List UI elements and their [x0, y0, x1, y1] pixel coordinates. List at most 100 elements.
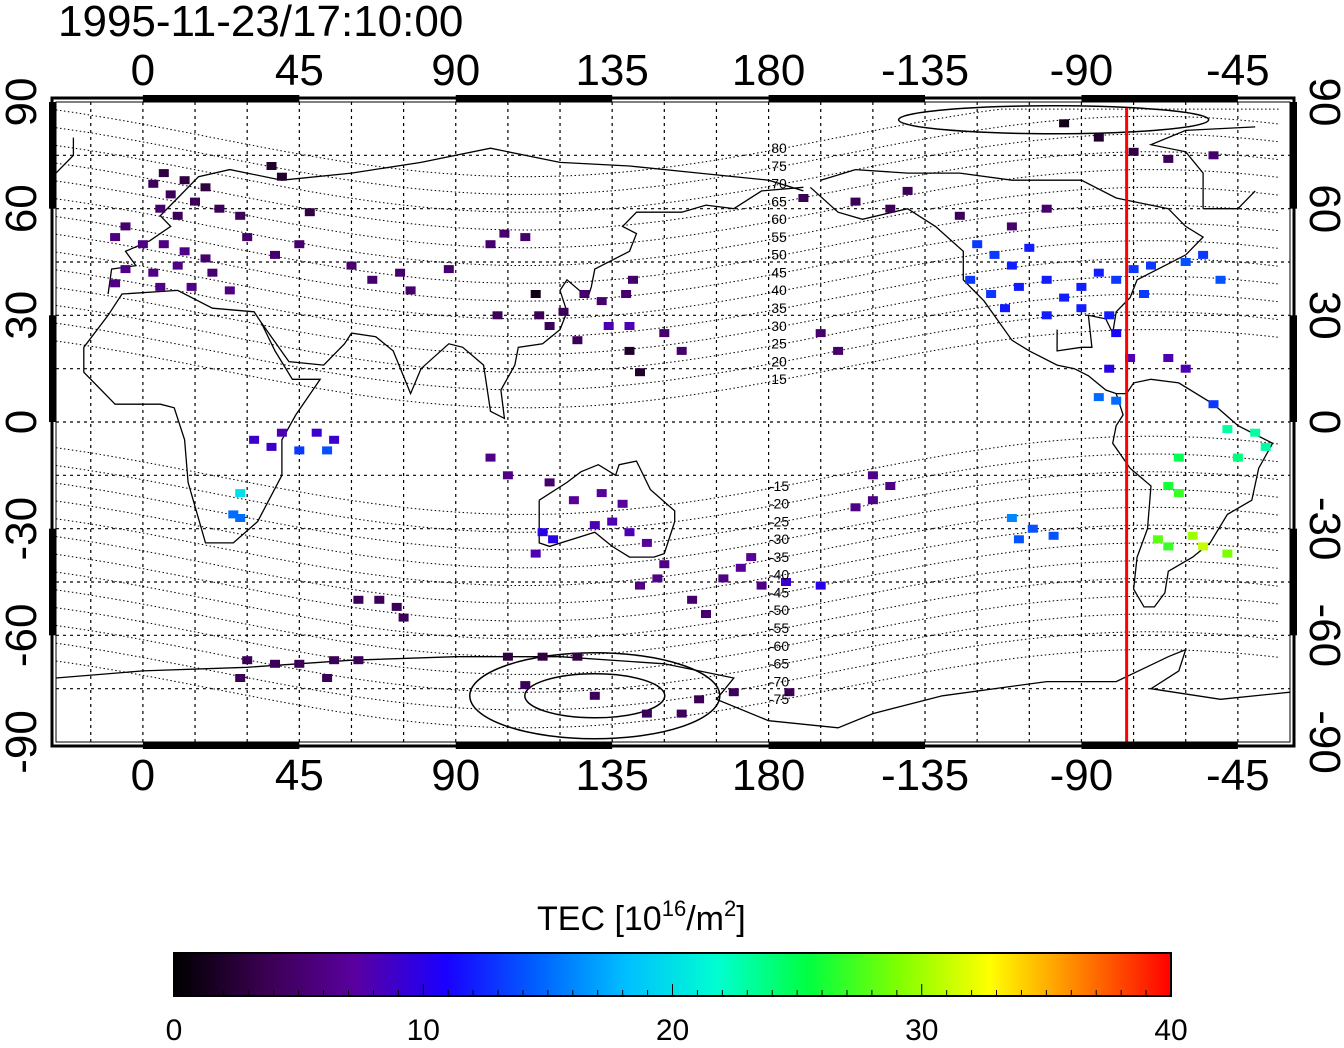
tec-point	[502, 471, 513, 480]
tec-point	[986, 290, 997, 298]
tec-point	[537, 652, 548, 661]
south-pole-contour	[524, 673, 666, 719]
right-lat-label: -30	[1300, 497, 1344, 561]
tec-point	[1198, 542, 1209, 551]
left-lat-label: 90	[0, 78, 46, 127]
tec-point	[746, 553, 757, 562]
tec-point	[589, 691, 600, 700]
tec-point	[850, 503, 861, 512]
tec-point	[120, 265, 131, 274]
right-lat-label: -60	[1300, 604, 1344, 668]
tec-point	[353, 656, 364, 665]
top-lon-label: 90	[431, 46, 480, 95]
coastline	[107, 147, 804, 295]
tec-point	[353, 595, 364, 604]
right-lat-label: 0	[1300, 410, 1344, 434]
tec-point	[1006, 222, 1017, 231]
tec-point	[322, 674, 333, 682]
tec-point	[572, 652, 583, 661]
coastlines	[55, 126, 1291, 729]
tec-point	[1222, 549, 1233, 558]
tec-point	[624, 528, 635, 537]
tec-point	[1198, 250, 1209, 259]
contour-label: -65	[769, 656, 789, 672]
tec-point	[311, 428, 322, 437]
right-axis-bar	[1290, 315, 1297, 422]
tec-point	[1163, 542, 1174, 551]
tec-point	[294, 240, 305, 249]
tec-data-points	[110, 119, 1271, 718]
bottom-axis-bar	[142, 742, 300, 749]
tec-point	[1093, 133, 1104, 142]
tec-point	[322, 446, 333, 455]
right-axis-bar	[1290, 102, 1297, 209]
bottom-lon-label: 180	[732, 751, 805, 800]
left-latitude-axis: 90 60 30 0 -30 -60 -90	[0, 78, 46, 774]
top-axis-bar	[455, 95, 613, 102]
tec-point	[1076, 282, 1087, 291]
tec-point	[1187, 531, 1198, 540]
contour-label: -45	[769, 584, 789, 600]
contour-label: -50	[769, 602, 789, 618]
tec-point	[603, 322, 614, 330]
bottom-lon-label: -135	[881, 751, 969, 800]
tec-point	[235, 514, 246, 522]
tec-point	[249, 435, 260, 444]
contour-label: 20	[771, 353, 787, 369]
tec-point	[214, 204, 225, 213]
coastline	[83, 289, 322, 544]
top-axis-bar	[1081, 95, 1238, 102]
bottom-lon-label: 45	[275, 751, 324, 800]
contour-label: 65	[771, 193, 787, 209]
contour-label: 45	[771, 264, 787, 280]
tec-point	[485, 453, 496, 462]
tec-point	[544, 322, 555, 330]
tec-point	[718, 574, 729, 583]
tec-point	[1059, 119, 1070, 128]
colorbar-ticks: 0 10 20 30 40	[166, 984, 1188, 1047]
tec-point	[1125, 354, 1136, 362]
tec-point	[1104, 311, 1115, 320]
bottom-lon-label: 135	[575, 751, 648, 800]
tec-point	[499, 229, 510, 238]
tec-point	[200, 183, 211, 192]
tec-point	[537, 528, 548, 537]
map-gridlines	[56, 102, 1290, 742]
contour-label: 30	[771, 318, 787, 334]
tec-point	[635, 581, 645, 590]
tec-point	[367, 275, 378, 284]
colorbar-tick-label: 30	[905, 1014, 938, 1047]
tec-point	[596, 489, 607, 498]
tec-point	[190, 197, 200, 206]
tec-point	[617, 499, 628, 508]
tec-point	[179, 247, 190, 256]
tec-point	[172, 261, 183, 270]
tec-point	[624, 322, 635, 330]
tec-point	[867, 496, 878, 505]
tec-point	[867, 471, 878, 480]
contour-label: 35	[771, 300, 787, 316]
tec-point	[346, 261, 357, 270]
tec-point	[179, 176, 190, 185]
tec-point	[110, 233, 121, 242]
contour-label: -30	[769, 531, 789, 547]
tec-point	[641, 709, 652, 718]
tec-point	[329, 435, 340, 444]
tec-point	[520, 681, 531, 690]
tec-point	[395, 268, 406, 277]
contour-label: 75	[771, 158, 787, 174]
tec-point	[1250, 428, 1261, 437]
bottom-axis-bar	[455, 742, 613, 749]
tec-point	[701, 610, 711, 618]
contour-label: 15	[771, 371, 787, 387]
tec-point	[1128, 265, 1139, 274]
left-axis-bar	[49, 315, 56, 422]
tec-point	[548, 535, 559, 544]
tec-point	[1111, 329, 1122, 338]
tec-point	[1208, 400, 1219, 409]
tec-point	[110, 279, 121, 288]
tec-point	[1128, 147, 1139, 156]
right-lat-label: 60	[1300, 184, 1344, 233]
left-lat-label: -60	[0, 604, 46, 668]
